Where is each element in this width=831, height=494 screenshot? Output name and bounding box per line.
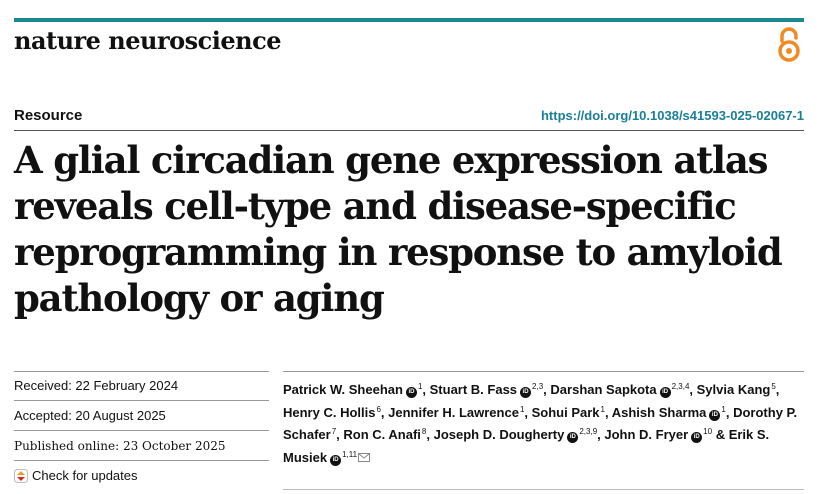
check-for-updates-label: Check for updates [32,468,138,483]
authors-divider [283,371,804,372]
author-name[interactable]: Joseph D. Dougherty [433,427,565,442]
affiliation-number[interactable]: 8 [421,427,427,436]
author-name[interactable]: Erik S. Musiek [283,427,770,465]
author-list: Patrick W. Sheehan iD1, Stuart B. Fass iD2… [283,382,798,466]
email-icon[interactable] [358,452,371,462]
author-name[interactable]: Jennifer H. Lawrence [388,404,519,420]
affiliation-number[interactable]: 1 [417,382,423,391]
affiliation-number[interactable]: 2,3,9 [579,427,598,436]
author-name[interactable]: Stuart B. Fass [429,382,518,397]
author-name[interactable]: Ashish Sharma [611,404,707,420]
dates-divider [14,430,269,431]
header-divider [14,130,804,131]
affiliation-number[interactable]: 2,3,4 [671,382,690,391]
check-for-updates-link[interactable]: Check for updates [14,468,138,483]
author-name[interactable]: Henry C. Hollis [283,404,376,420]
author-item[interactable]: Dorothy P. Schafer7 [283,405,797,443]
title-line: reprogramming in response to amyloid [14,230,783,274]
published-date: Published online: 23 October 2025 [14,439,226,453]
author-name[interactable]: Darshan Sapkota [550,382,657,397]
affiliation-number[interactable]: 2,3 [532,382,544,391]
orcid-icon[interactable]: iD [520,387,532,398]
author-name[interactable]: Dorothy P. Schafer [283,404,798,443]
article-title: A glial circadian gene expression atlas … [14,137,804,321]
abstract-divider [283,489,804,490]
dates-divider [14,371,269,372]
author-item[interactable]: Sylvia Kang5 [697,382,776,397]
author-item[interactable]: John D. Fryer iD10 [604,427,713,443]
author-item[interactable]: Jennifer H. Lawrence1 [388,405,524,420]
orcid-icon[interactable]: iD [709,409,721,421]
author-item[interactable]: Ron C. Anafi8 [343,427,426,442]
check-for-updates-icon [14,468,28,483]
author-name[interactable]: Sylvia Kang [696,382,771,397]
affiliation-number[interactable]: 1 [721,404,726,414]
affiliation-number[interactable]: 5 [771,382,776,391]
affiliation-number[interactable]: 1 [600,404,605,414]
orcid-icon[interactable]: iD [567,432,579,443]
author-name[interactable]: Ron C. Anafi [343,427,421,442]
author-name[interactable]: Sohui Park [531,404,600,420]
author-item[interactable]: Joseph D. Dougherty iD2,3,9 [433,427,598,443]
author-name[interactable]: Patrick W. Sheehan [283,382,403,397]
author-item[interactable]: Patrick W. Sheehan iD1 [283,382,423,398]
author-item[interactable]: Erik S. Musiek iD1,11 [283,427,770,466]
author-item[interactable]: Henry C. Hollis6 [283,405,381,420]
journal-name[interactable]: nature neuroscience [14,26,281,55]
affiliation-number[interactable]: 7 [331,427,337,436]
orcid-icon[interactable]: iD [330,454,342,466]
dates-divider [14,460,269,461]
author-item[interactable]: Darshan Sapkota iD2,3,4 [550,382,690,398]
dates-divider [14,400,269,401]
title-line: A glial circadian gene expression atlas [14,138,768,182]
affiliation-number[interactable]: 10 [703,427,713,436]
affiliation-number[interactable]: 1,11 [342,449,358,459]
author-item[interactable]: Stuart B. Fass iD2,3 [429,382,544,398]
top-accent-rule [14,18,804,22]
author-item[interactable]: Sohui Park1 [532,405,605,420]
article-type-label: Resource [14,107,83,124]
author-name[interactable]: John D. Fryer [604,427,689,442]
received-date: Received: 22 February 2024 [14,378,179,393]
doi-link[interactable]: https://doi.org/10.1038/s41593-025-02067… [540,108,804,123]
title-line: pathology or aging [14,276,385,320]
affiliation-number[interactable]: 1 [519,404,525,414]
orcid-icon[interactable]: iD [405,387,417,398]
title-line: reveals cell-type and disease-specific [14,184,737,228]
open-access-icon[interactable] [775,26,803,64]
affiliation-number[interactable]: 6 [376,404,381,414]
orcid-icon[interactable]: iD [659,387,671,398]
author-item[interactable]: Ashish Sharma iD1 [611,404,726,421]
orcid-icon[interactable]: iD [691,432,703,443]
accepted-date: Accepted: 20 August 2025 [14,408,166,423]
